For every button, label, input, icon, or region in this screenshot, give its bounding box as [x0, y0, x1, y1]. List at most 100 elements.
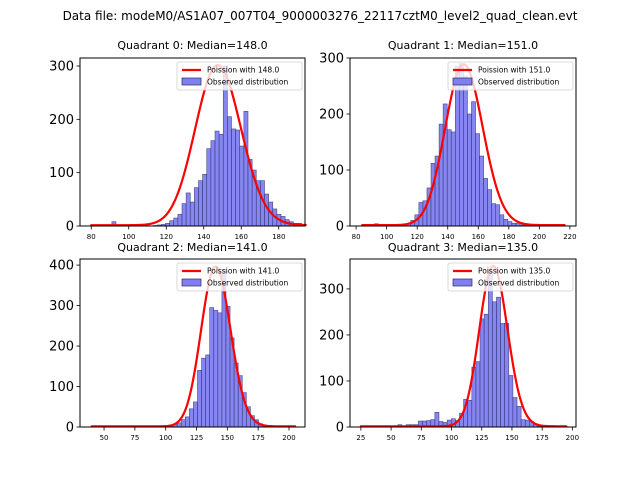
histogram-bar [217, 312, 223, 428]
histogram-bar [197, 370, 202, 428]
quadrant-0-poisson-curve [90, 64, 307, 227]
y-tick-label: 300 [49, 299, 74, 314]
histogram-bar [227, 116, 232, 227]
histogram-bar [496, 296, 501, 428]
histogram-bar [176, 422, 182, 428]
y-tick-label: 400 [49, 259, 74, 274]
legend-observed-swatch [452, 278, 473, 287]
histogram-bar [205, 354, 211, 428]
quadrant-0-axes-frame [79, 57, 306, 227]
y-tick-label: 200 [49, 340, 74, 355]
histogram-bar [463, 75, 468, 227]
x-tick-label: 120 [160, 233, 173, 241]
legend-observed-swatch [452, 77, 473, 86]
histogram-bar [503, 218, 509, 227]
legend-box [447, 61, 574, 91]
legend-observed-swatch [181, 278, 202, 287]
quadrant-0-legend: Poission with 148.0 Observed distribution [176, 61, 303, 91]
histogram-bar [214, 130, 220, 227]
quadrant-0-axes: Quadrant 0: Median=148.0 80 100 120 140 160 1… [49, 39, 307, 241]
histogram-bar [434, 411, 440, 428]
histogram-bar [487, 189, 493, 227]
x-tick-label: 100 [445, 434, 458, 442]
x-tick-label: 180 [272, 233, 285, 241]
histogram-bar [492, 301, 497, 428]
x-tick-label: 200 [282, 434, 295, 442]
x-tick-label: 160 [235, 233, 248, 241]
x-tick-label: 140 [441, 233, 454, 241]
y-tick-label: 200 [49, 113, 74, 128]
histogram-bar [487, 270, 493, 428]
histogram-bar [450, 131, 456, 227]
histogram-bar [201, 357, 206, 428]
y-tick-label: 0 [336, 220, 344, 235]
histogram-bar [446, 129, 452, 227]
y-tick-label: 300 [319, 52, 344, 67]
legend-label-poisson: Poission with 141.0 [207, 267, 280, 276]
histogram-bar [430, 162, 436, 227]
histogram-bar [189, 201, 195, 227]
x-tick-label: 80 [87, 233, 96, 241]
histogram-bar [239, 145, 245, 227]
x-tick-label: 150 [221, 434, 234, 442]
histogram-bar [173, 217, 179, 227]
quadrant-3-axes-frame [349, 258, 577, 428]
histogram-bar [483, 178, 488, 227]
quadrant-1-axes: Quadrant 1: Median=151.0 80 100 120 140 160 1… [319, 39, 576, 241]
histogram-bar [499, 214, 505, 227]
histogram-bar [520, 419, 526, 428]
histogram-bar [218, 133, 224, 227]
x-tick-label: 140 [197, 233, 210, 241]
x-tick-label: 50 [100, 434, 109, 442]
histogram-bar [479, 155, 484, 227]
histogram-bar [479, 318, 485, 428]
x-tick-label: 220 [563, 233, 576, 241]
histogram-bar [231, 128, 236, 227]
x-tick-label: 75 [130, 434, 139, 442]
histogram-bar [180, 419, 186, 428]
x-tick-label: 80 [352, 233, 361, 241]
histogram-bar [209, 307, 215, 428]
histogram-bar [194, 187, 199, 227]
legend-box [176, 61, 303, 91]
x-tick-label: 25 [356, 434, 365, 442]
histogram-bar [467, 399, 473, 428]
legend-label-observed: Observed distribution [207, 279, 288, 288]
quadrant-1-title: Quadrant 1: Median=151.0 [388, 39, 538, 52]
y-tick-label: 100 [49, 166, 74, 181]
histogram-bar [181, 203, 187, 227]
histogram-bar [189, 408, 194, 428]
histogram-bar [169, 220, 175, 227]
quadrant-3-legend: Poission with 135.0 Observed distribution [447, 262, 574, 292]
histogram-bar [495, 204, 501, 227]
quadrant-3-title: Quadrant 3: Median=135.0 [388, 241, 538, 254]
x-tick-label: 75 [417, 434, 426, 442]
figure-suptitle: Data file: modeM0/AS1A07_007T04_90000032… [63, 9, 578, 23]
histogram-bar [467, 113, 472, 227]
quadrant-3-poisson-curve [359, 264, 568, 428]
legend-label-poisson: Poission with 148.0 [207, 66, 280, 75]
histogram-bar [471, 101, 476, 227]
histogram-bar [198, 180, 203, 227]
histogram-bar [483, 313, 489, 428]
y-tick-label: 100 [319, 164, 344, 179]
y-tick-label: 200 [319, 108, 344, 123]
x-tick-label: 120 [411, 233, 424, 241]
legend-label-poisson: Poission with 151.0 [478, 66, 551, 75]
histogram-bar [243, 111, 249, 227]
histogram-bar [202, 173, 208, 227]
histogram-bar [512, 397, 518, 428]
x-tick-label: 50 [387, 434, 396, 442]
legend-box [447, 262, 574, 292]
histogram-bar [475, 361, 481, 428]
quadrant-1-axes-frame [349, 57, 577, 227]
histogram-bar [475, 133, 480, 227]
histogram-bar [500, 323, 505, 428]
quadrant-2-legend: Poission with 141.0 Observed distribution [176, 262, 303, 292]
histogram-bar [206, 148, 212, 227]
x-tick-label: 100 [380, 233, 393, 241]
x-tick-label: 160 [472, 233, 485, 241]
quadrant-2-poisson-curve [90, 265, 297, 428]
x-tick-label: 200 [566, 434, 579, 442]
x-tick-label: 125 [190, 434, 203, 442]
